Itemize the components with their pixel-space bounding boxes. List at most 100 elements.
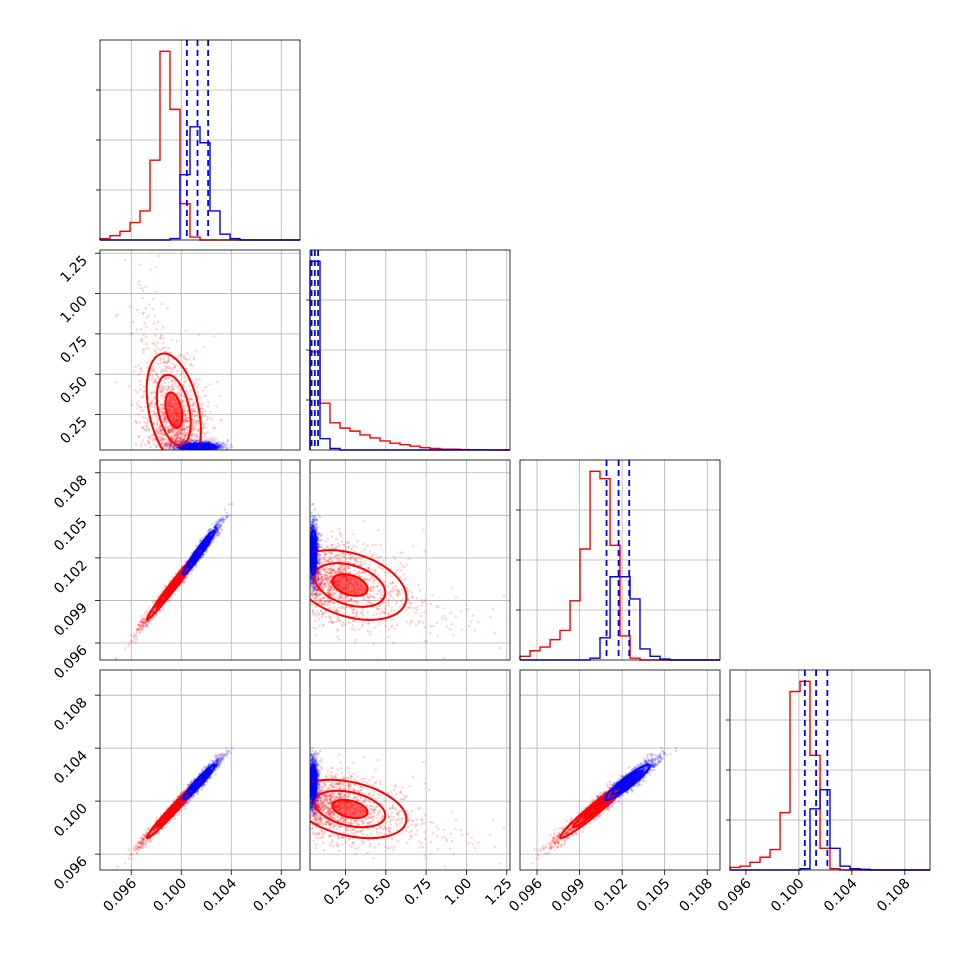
panel-p0-p2-red-pt: [154, 607, 157, 610]
panel-p0-p2-red-pt: [158, 593, 161, 596]
panel-p0-p1-blue-pt: [179, 447, 182, 450]
panel-p0-p2-red-pt: [142, 619, 145, 622]
panel-p0-p1-red-pt: [192, 426, 196, 429]
panel-p0-p1-red-pt: [142, 351, 145, 354]
panel-p0-p1-red-pt: [160, 414, 163, 418]
panel-p0-p1-red-pt: [179, 391, 182, 394]
panel-p0-p2-red-pt: [173, 593, 176, 596]
panel-p0-p1-red-pt: [200, 404, 203, 407]
panel-p0-p2-blue-pt: [226, 516, 229, 519]
panel-p0-p1-red-pt: [183, 426, 186, 430]
panel-p0-p1-blue-pt: [177, 439, 181, 443]
panel-p0-p1-red-pt: [195, 349, 198, 352]
panel-p0-p1-red-pt: [183, 412, 186, 415]
panel-p0-p1-blue-pt: [215, 442, 219, 446]
panel-p0-p1-red-pt: [193, 428, 196, 431]
panel-p0-p1-red-pt: [162, 417, 166, 421]
panel-p0-p1-red-pt: [162, 357, 165, 361]
panel-p0-p1-red-pt: [168, 445, 172, 448]
panel-p0-p2-red-pt: [145, 624, 148, 628]
panel-p0-p2-blue-pt: [217, 525, 220, 528]
panel-p0-p1-red-pt: [175, 340, 179, 343]
panel-p0-p1-blue-pt: [222, 442, 226, 445]
panel-p0-p1-red-pt: [171, 444, 175, 448]
panel-p0-p1-red-pt: [154, 390, 157, 394]
panel-p0-p1-blue-pt: [179, 446, 182, 449]
panel-p0-p1-red-pt: [181, 438, 185, 442]
panel-p0-p1-red-pt: [154, 415, 157, 418]
panel-p0-p1-red-pt: [179, 437, 182, 440]
panel-p0-p1-red-pt: [169, 442, 172, 446]
panel-p0-p1-red-pt: [160, 384, 164, 387]
panel-p0-p1-red-pt: [178, 388, 181, 392]
panel-p0-p2-red-pt: [139, 618, 143, 621]
panel-p0-p1-red-pt: [114, 314, 118, 318]
panel-p0-p1-red-pt: [148, 373, 152, 377]
panel-p0-p1-red-pt: [160, 407, 164, 410]
panel-p0-p2-red-pt: [138, 628, 142, 631]
panel-p0-p2-blue-pt: [199, 539, 202, 542]
panel-p0-p1-red-pt: [185, 412, 189, 415]
panel-p0-p1-red-pt: [192, 404, 195, 408]
panel-p0-p1-blue-pt: [221, 445, 224, 448]
panel-p0-p1-red-pt: [161, 393, 164, 397]
panel-p0-p1-red-pt: [212, 436, 215, 440]
panel-p0-p1-red-pt: [219, 418, 222, 421]
panel-p0-p1-red-pt: [165, 430, 169, 433]
panel-p0-p2-red-pt: [139, 625, 142, 629]
hist-p0-red-bars: [99, 50, 300, 241]
panel-p0-p2-red-pt: [132, 635, 135, 638]
panel-p0-p1-red-pt: [175, 384, 178, 387]
panel-p0-p1-red-pt: [166, 384, 169, 388]
panel-p0-p2-blue-pt: [214, 524, 217, 528]
panel-p0-p1-blue-pt: [215, 447, 218, 450]
panel-p0-p1-red-pt: [166, 443, 170, 446]
panel-p0-p1-red-pt: [146, 347, 150, 350]
panel-p0-p1-red-pt: [190, 394, 193, 397]
panel-p0-p2-red-pt: [114, 656, 118, 660]
panel-p0-p1-red-pt: [161, 388, 164, 391]
panel-p0-p1-red-pt: [184, 358, 188, 361]
panel-p0-p1-red-pt: [180, 440, 184, 444]
panel-p0-p1-red-pt: [168, 446, 171, 450]
panel-p0-p1-blue-pt: [216, 445, 219, 449]
panel-p0-p2-points: [114, 502, 234, 660]
panel-p0-p2-red-pt: [144, 614, 147, 617]
panel-p0-p2-blue-pt: [220, 518, 223, 522]
panel-p0-p1-red-pt: [135, 421, 138, 424]
panel-p0-p2-blue-pt: [227, 503, 231, 506]
panel-p0-p1-red-pt: [175, 441, 179, 444]
panel-p0-p2-blue-pt: [218, 525, 222, 529]
panel-p0-p1-blue-pt: [207, 440, 210, 444]
panel-p0-p1-red-pt: [144, 306, 147, 310]
panel-p0-p1-blue-pt: [180, 441, 184, 444]
panel-p0-p1-red-pt: [165, 389, 168, 393]
panel-p0-p1-red-pt: [163, 418, 166, 421]
panel-p0-p1-blue-pt: [208, 440, 211, 444]
panel-p0-p1-red-pt: [145, 361, 148, 365]
panel-p0-p1-blue-pt: [221, 446, 225, 450]
panel-p0-p1-blue-pt: [170, 442, 173, 446]
panel-p0-p1-blue-pt: [170, 444, 173, 447]
panel-p0-p1-blue-pt: [215, 447, 219, 450]
panel-p0-p1-red-pt: [171, 379, 174, 383]
panel-p0-p1-red-pt: [137, 280, 141, 283]
panel-p0-p1-red-pt: [184, 414, 187, 417]
panel-p0-p1-blue-pt: [183, 438, 186, 442]
panel-p0-p1-red-pt: [169, 445, 172, 448]
panel-p0-p1-red-pt: [164, 350, 167, 353]
panel-p0-p1-red-pt: [189, 403, 192, 407]
panel-p0-p1-red-pt: [174, 440, 177, 444]
panel-p0-p1-red-pt: [190, 390, 194, 394]
panel-p0-p1-red-pt: [176, 430, 179, 433]
panel-p0-p1-blue-pt: [216, 447, 219, 450]
panel-p0-p2-red-pt: [143, 618, 146, 621]
panel-p0-p1-blue-pt: [218, 445, 221, 448]
panel-p0-p1-red-pt: [161, 439, 165, 442]
panel-p0-p2-blue-pt: [225, 514, 229, 518]
panel-p0-p1-red-pt: [182, 440, 185, 444]
panel-p0-p1-red-pt: [183, 434, 186, 437]
panel-p0-p1-red-pt: [161, 387, 164, 390]
panel-p0-p1-red-pt: [185, 418, 188, 421]
panel-p0-p1-red-pt: [154, 373, 158, 376]
